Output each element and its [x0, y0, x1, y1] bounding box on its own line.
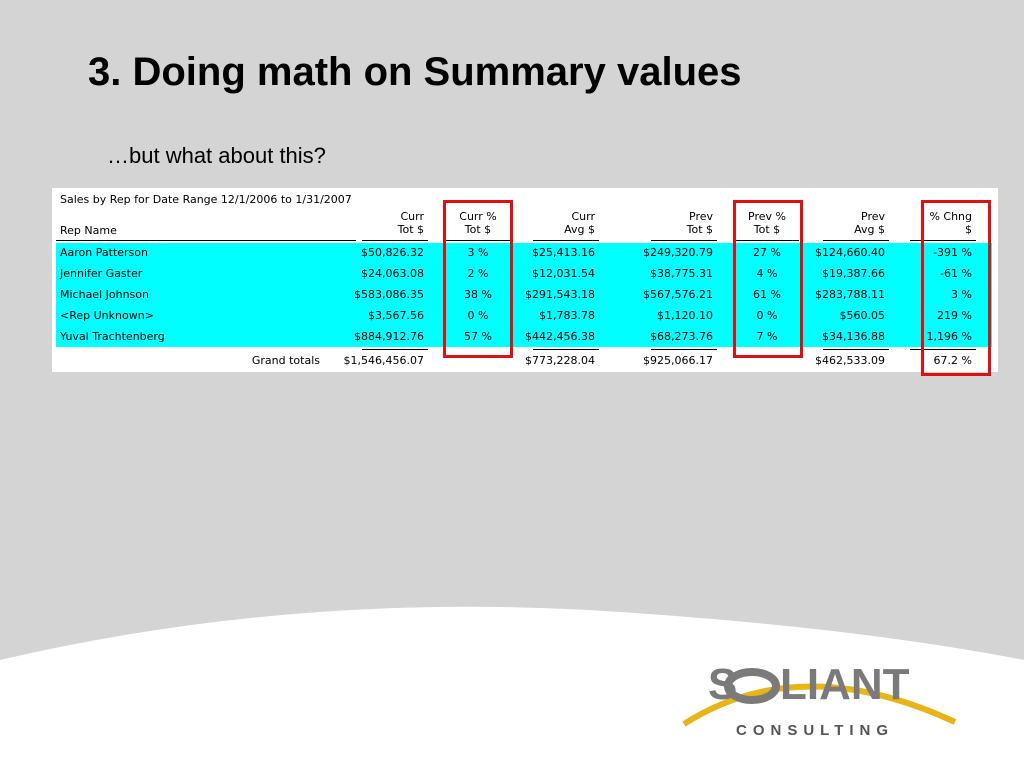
total-rule — [651, 349, 717, 350]
column-header: $ — [965, 223, 972, 236]
total-rule — [910, 349, 976, 350]
cell-value: $567,576.21 — [643, 288, 713, 301]
logo-swoosh — [682, 683, 957, 727]
column-header: Prev % — [748, 210, 786, 223]
logo-name: LIANT — [780, 660, 910, 709]
cell-value: 61 % — [753, 288, 781, 301]
total-value: $1,546,456.07 — [343, 354, 424, 367]
total-value: $925,066.17 — [643, 354, 713, 367]
column-header: Prev — [861, 210, 885, 223]
column-header: Tot $ — [397, 223, 424, 236]
cell-value: 219 % — [937, 309, 972, 322]
column-header: % Chng — [929, 210, 972, 223]
cell-value: $24,063.08 — [361, 267, 424, 280]
cell-value: $884,912.76 — [354, 330, 424, 343]
highlight — [56, 243, 992, 347]
rep-name: Aaron Patterson — [60, 246, 148, 259]
header-underline — [735, 240, 799, 241]
cell-value: $124,660.40 — [815, 246, 885, 259]
total-value: 67.2 % — [933, 354, 972, 367]
cell-value: $50,826.32 — [361, 246, 424, 259]
total-rule — [823, 349, 889, 350]
column-header: Tot $ — [464, 223, 492, 236]
rep-name: Yuval Trachtenberg — [60, 330, 165, 343]
report-title: Sales by Rep for Date Range 12/1/2006 to… — [60, 193, 352, 206]
cell-value: $442,456.38 — [525, 330, 595, 343]
header-underline — [362, 240, 428, 241]
column-header: Tot $ — [753, 223, 781, 236]
header-underline — [533, 240, 599, 241]
column-header: Tot $ — [686, 223, 713, 236]
header-underline — [651, 240, 717, 241]
totals-label: Grand totals — [251, 354, 320, 367]
slide-title: 3. Doing math on Summary values — [88, 50, 742, 94]
header-underline — [446, 240, 510, 241]
total-value: $462,533.09 — [815, 354, 885, 367]
highlight-box — [921, 200, 991, 376]
cell-value: 0 % — [756, 309, 778, 322]
cell-value: 4 % — [756, 267, 778, 280]
cell-value: $25,413.16 — [532, 246, 595, 259]
column-header: Curr — [571, 210, 595, 223]
cell-value: $291,543.18 — [525, 288, 595, 301]
cell-value: $283,788.11 — [815, 288, 885, 301]
cell-value: -61 % — [940, 267, 972, 280]
highlight-box — [733, 200, 803, 358]
cell-value: $19,387.66 — [822, 267, 885, 280]
cell-value: $583,086.35 — [354, 288, 424, 301]
highlight-box — [443, 200, 513, 358]
cell-value: 0 % — [467, 309, 489, 322]
column-header: Rep Name — [60, 224, 117, 237]
cell-value: 3 % — [951, 288, 972, 301]
column-header: Curr % — [459, 210, 497, 223]
total-rule — [533, 349, 599, 350]
column-header: Prev — [689, 210, 713, 223]
report: Sales by Rep for Date Range 12/1/2006 to… — [52, 188, 998, 376]
cell-value: 27 % — [753, 246, 781, 259]
header-underline — [910, 240, 976, 241]
bottom-wave — [0, 606, 1024, 768]
rep-name: Jennifer Gaster — [60, 267, 143, 280]
cell-value: $3,567.56 — [368, 309, 424, 322]
total-rule — [362, 349, 428, 350]
cell-value: 1,196 % — [926, 330, 972, 343]
cell-value: $560.05 — [839, 309, 886, 322]
cell-value: $249,320.79 — [643, 246, 713, 259]
cell-value: $68,273.76 — [650, 330, 713, 343]
cell-value: 3 % — [467, 246, 489, 259]
header-underline — [823, 240, 889, 241]
total-value: $773,228.04 — [525, 354, 595, 367]
cell-value: $12,031.54 — [532, 267, 595, 280]
rep-name: Michael Johnson — [60, 288, 149, 301]
rep-name: <Rep Unknown> — [60, 309, 154, 322]
cell-value: $1,783.78 — [539, 309, 595, 322]
column-header: Avg $ — [854, 223, 885, 236]
cell-value: 2 % — [467, 267, 489, 280]
column-header: Curr — [400, 210, 424, 223]
cell-value: $34,136.88 — [822, 330, 885, 343]
header-underline — [56, 240, 356, 241]
logo-tagline: CONSULTING — [736, 722, 895, 739]
cell-value: -391 % — [933, 246, 972, 259]
logo-s: S — [708, 660, 738, 709]
cell-value: 7 % — [756, 330, 778, 343]
column-header: Avg $ — [564, 223, 595, 236]
slide-subtitle: …but what about this? — [107, 143, 326, 168]
cell-value: 57 % — [464, 330, 492, 343]
cell-value: 38 % — [464, 288, 492, 301]
logo-o — [724, 668, 780, 704]
cell-value: $1,120.10 — [657, 309, 713, 322]
cell-value: $38,775.31 — [650, 267, 713, 280]
